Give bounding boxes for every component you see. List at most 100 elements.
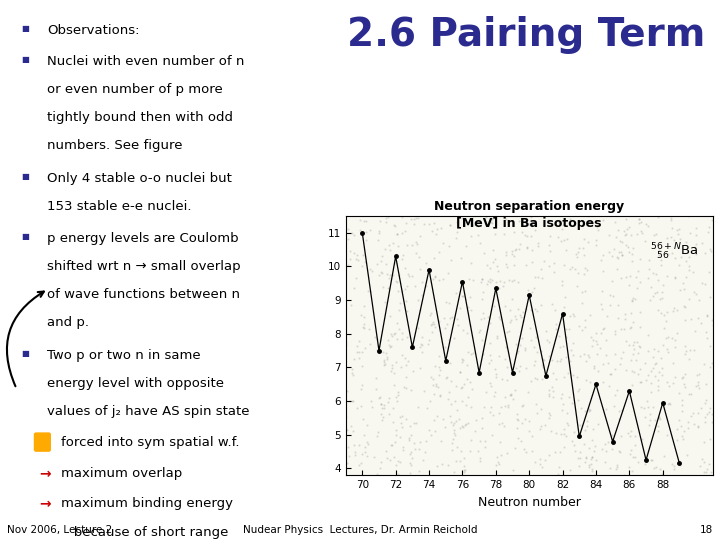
Point <box>678 301 690 310</box>
Point <box>360 228 372 237</box>
Point <box>513 367 524 375</box>
Point <box>539 456 550 464</box>
Text: maximum overlap: maximum overlap <box>61 467 182 480</box>
Point <box>654 294 666 303</box>
Point <box>667 303 679 312</box>
Text: Only 4 stable o-o nuclei but: Only 4 stable o-o nuclei but <box>47 172 232 185</box>
Point <box>652 375 663 384</box>
Point <box>649 372 660 380</box>
Point <box>364 265 376 273</box>
Point <box>624 272 636 280</box>
Point <box>684 228 696 237</box>
Point <box>520 343 531 352</box>
Point <box>520 219 531 227</box>
Point <box>582 461 594 469</box>
Point <box>633 349 644 357</box>
Point <box>557 389 568 398</box>
Point <box>486 219 498 228</box>
Point <box>508 252 520 260</box>
Point <box>634 277 646 286</box>
Point <box>606 252 618 260</box>
Point <box>572 396 584 404</box>
Point <box>387 271 399 280</box>
Point <box>366 267 378 275</box>
Point <box>631 356 642 364</box>
Point <box>484 278 495 287</box>
Point <box>646 388 657 396</box>
Text: tightly bound then with odd: tightly bound then with odd <box>47 111 233 124</box>
Point <box>621 241 632 249</box>
Point <box>639 460 651 468</box>
Point <box>583 405 595 414</box>
Point <box>698 458 710 467</box>
Point <box>409 282 420 291</box>
Point <box>413 467 425 475</box>
Point <box>546 383 558 391</box>
Point <box>604 301 616 309</box>
Point <box>636 229 648 238</box>
Point <box>525 306 536 314</box>
Point <box>525 335 536 344</box>
Point <box>536 375 548 383</box>
Point <box>397 446 408 454</box>
Point <box>414 265 426 274</box>
Point <box>688 420 700 428</box>
Point <box>386 361 397 369</box>
Point <box>555 355 567 363</box>
Point <box>423 219 435 228</box>
Point <box>652 386 664 395</box>
Point <box>452 321 464 329</box>
Point <box>382 213 393 221</box>
Point <box>474 239 486 248</box>
Point <box>671 226 683 234</box>
Point <box>384 271 396 279</box>
Point <box>599 439 611 448</box>
Point <box>358 415 369 423</box>
Point <box>516 334 528 342</box>
Point <box>507 250 518 259</box>
Point <box>566 263 577 272</box>
Point <box>427 381 438 389</box>
Point <box>430 362 441 370</box>
Point <box>603 438 614 447</box>
Point <box>458 454 469 462</box>
Point <box>619 230 631 239</box>
Point <box>413 253 425 261</box>
Point <box>535 404 546 413</box>
Point <box>675 253 686 261</box>
Point <box>403 436 415 444</box>
Point <box>451 381 462 390</box>
Point <box>555 393 567 402</box>
Point <box>572 248 583 256</box>
Point <box>604 464 616 472</box>
Point <box>629 432 641 441</box>
Point <box>652 213 664 222</box>
Point <box>654 260 666 269</box>
Point <box>589 441 600 450</box>
Point <box>604 370 616 379</box>
Point <box>631 337 643 346</box>
Point <box>667 460 678 469</box>
Point <box>384 312 395 321</box>
Text: →: → <box>40 497 51 511</box>
Point <box>416 341 428 349</box>
Point <box>616 238 628 246</box>
Point <box>655 354 667 362</box>
Point <box>561 419 572 428</box>
Point <box>667 307 679 315</box>
Point <box>580 287 591 295</box>
Point <box>700 249 711 258</box>
Point <box>358 251 369 259</box>
Point <box>620 273 631 281</box>
Text: [MeV] in Ba isotopes: [MeV] in Ba isotopes <box>456 217 602 230</box>
Point <box>633 219 644 228</box>
Point <box>593 226 604 234</box>
Point <box>639 237 650 245</box>
Point <box>563 393 575 401</box>
Point <box>416 291 428 300</box>
Point <box>706 418 718 427</box>
Point <box>401 333 413 342</box>
Point <box>553 463 564 471</box>
Point <box>348 231 360 239</box>
Point <box>465 305 477 314</box>
